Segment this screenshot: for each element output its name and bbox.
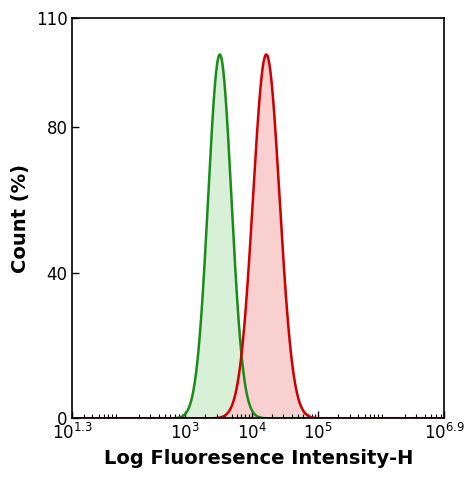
Y-axis label: Count (%): Count (%) <box>11 164 30 273</box>
X-axis label: Log Fluoresence Intensity-H: Log Fluoresence Intensity-H <box>104 449 413 468</box>
